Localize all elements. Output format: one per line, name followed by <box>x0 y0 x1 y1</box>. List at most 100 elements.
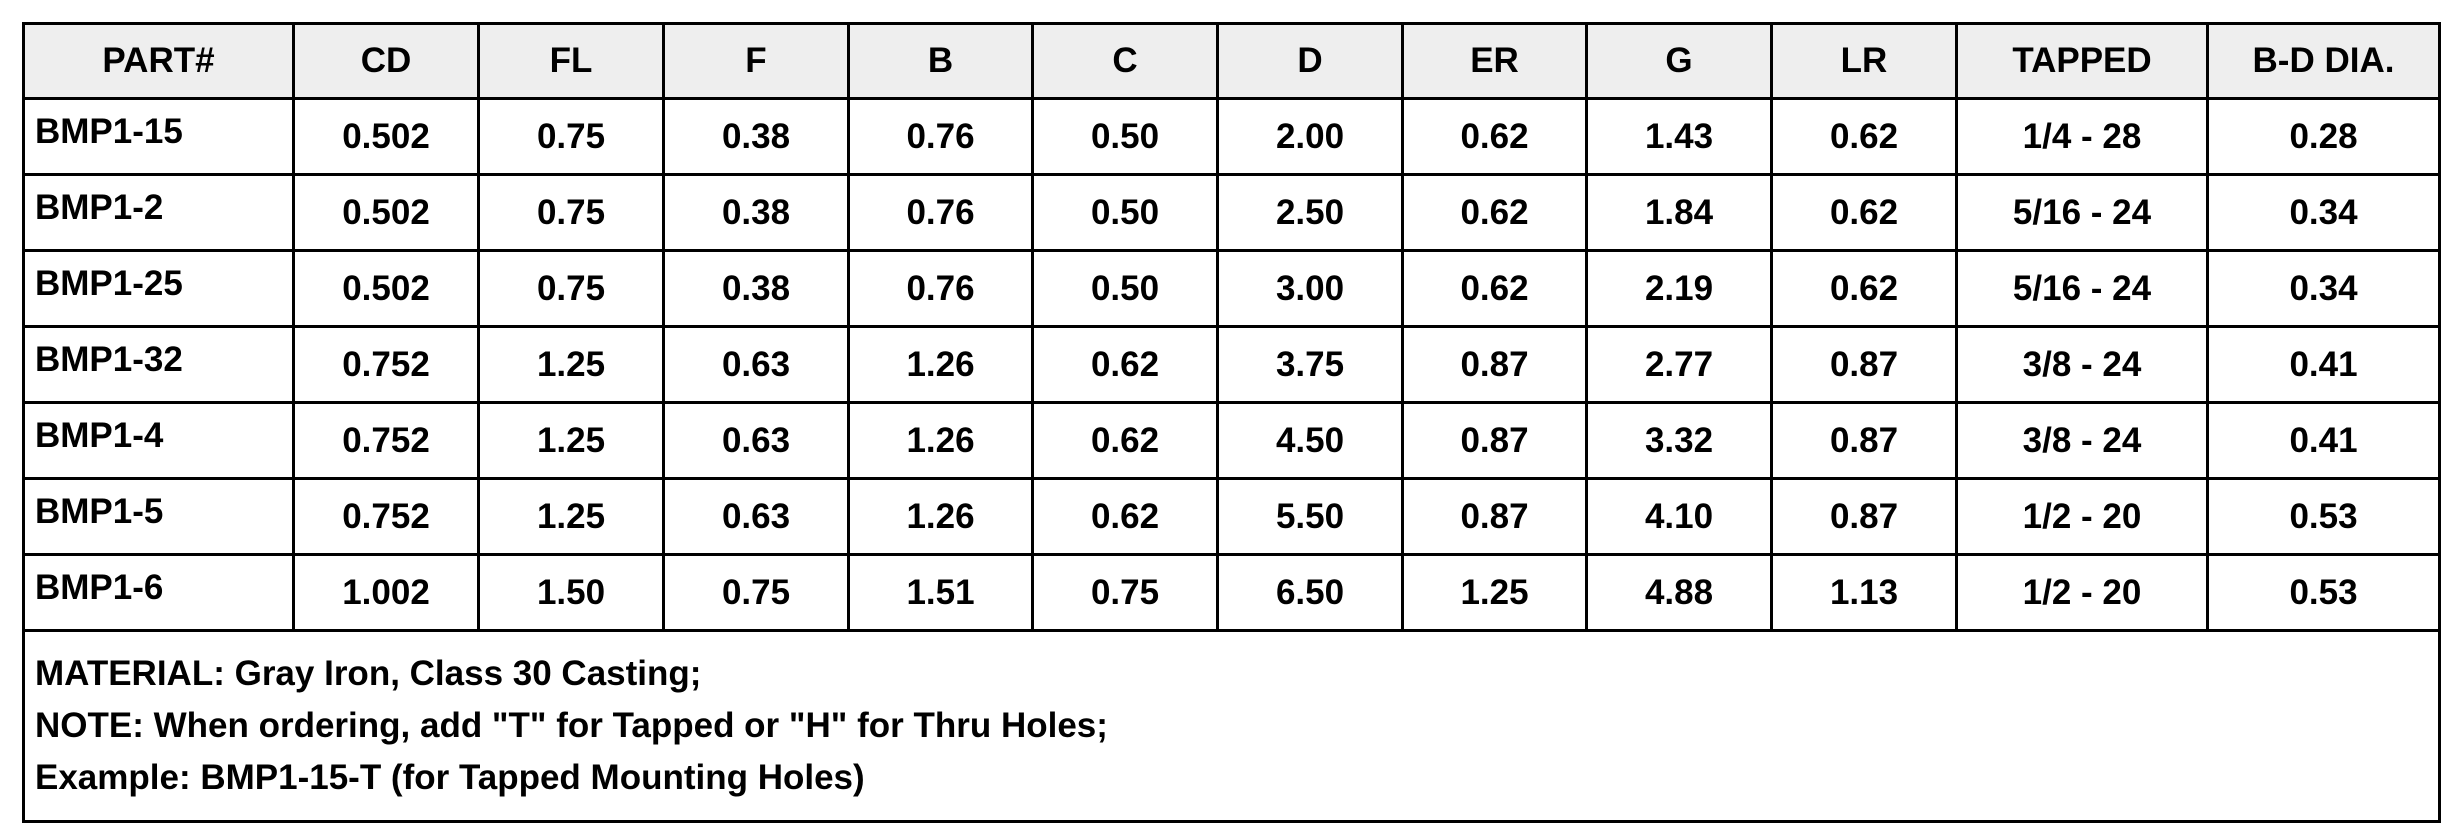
value-cell: 0.50 <box>1031 97 1219 176</box>
table-row: BMP1-4 0.752 1.25 0.63 1.26 0.62 4.50 0.87 3.32 0… <box>22 401 2441 480</box>
value-cell: 2.00 <box>1216 97 1404 176</box>
table-row: BMP1-2 0.502 0.75 0.38 0.76 0.50 2.50 0.62 1.84 0… <box>22 173 2441 252</box>
value-cell: 0.62 <box>1031 477 1219 556</box>
value-cell: 0.87 <box>1401 477 1588 556</box>
value-cell: 4.10 <box>1585 477 1773 556</box>
value-cell: 0.62 <box>1031 401 1219 480</box>
value-cell: 1.13 <box>1770 553 1958 632</box>
value-cell: 0.50 <box>1031 173 1219 252</box>
value-cell: 1.25 <box>477 401 665 480</box>
value-cell: 0.502 <box>292 249 480 328</box>
value-cell: 0.62 <box>1031 325 1219 404</box>
header-cell: F <box>662 22 850 100</box>
part-cell: BMP1-5 <box>22 477 295 556</box>
value-cell: 0.76 <box>847 173 1034 252</box>
note-line: Example: BMP1-15-T (for Tapped Mounting … <box>35 758 865 797</box>
value-cell: 0.34 <box>2206 173 2441 252</box>
value-cell: 1.51 <box>847 553 1034 632</box>
value-cell: 0.76 <box>847 249 1034 328</box>
value-cell: 0.63 <box>662 325 850 404</box>
value-cell: 2.19 <box>1585 249 1773 328</box>
part-cell: BMP1-2 <box>22 173 295 252</box>
table-row: BMP1-15 0.502 0.75 0.38 0.76 0.50 2.00 0.62 1.43… <box>22 97 2441 176</box>
value-cell: 1.25 <box>477 325 665 404</box>
header-row: PART# CD FL F B C D ER G LR TAPPED B-D DIA. <box>22 22 2441 100</box>
value-cell: 4.50 <box>1216 401 1404 480</box>
value-cell: 0.752 <box>292 401 480 480</box>
value-cell: 3.00 <box>1216 249 1404 328</box>
value-cell: 0.62 <box>1770 97 1958 176</box>
value-cell: 0.28 <box>2206 97 2441 176</box>
value-cell: 0.62 <box>1770 249 1958 328</box>
value-cell: 0.75 <box>477 173 665 252</box>
header-cell: C <box>1031 22 1219 100</box>
header-cell: FL <box>477 22 665 100</box>
header-cell: LR <box>1770 22 1958 100</box>
value-cell: 1.43 <box>1585 97 1773 176</box>
value-cell: 0.87 <box>1401 325 1588 404</box>
header-cell: G <box>1585 22 1773 100</box>
value-cell: 0.75 <box>662 553 850 632</box>
value-cell: 0.62 <box>1401 249 1588 328</box>
value-cell: 0.50 <box>1031 249 1219 328</box>
value-cell: 5.50 <box>1216 477 1404 556</box>
table-row: BMP1-25 0.502 0.75 0.38 0.76 0.50 3.00 0.62 2.19… <box>22 249 2441 328</box>
value-cell: 2.77 <box>1585 325 1773 404</box>
value-cell: 1.26 <box>847 325 1034 404</box>
value-cell: 4.88 <box>1585 553 1773 632</box>
value-cell: 0.53 <box>2206 553 2441 632</box>
value-cell: 1.26 <box>847 477 1034 556</box>
value-cell: 3/8 - 24 <box>1955 401 2209 480</box>
header-cell: TAPPED <box>1955 22 2209 100</box>
value-cell: 1/2 - 20 <box>1955 477 2209 556</box>
value-cell: 1.84 <box>1585 173 1773 252</box>
value-cell: 0.63 <box>662 401 850 480</box>
value-cell: 2.50 <box>1216 173 1404 252</box>
value-cell: 3.32 <box>1585 401 1773 480</box>
notes-cell: MATERIAL: Gray Iron, Class 30 Casting; NO… <box>22 629 2441 823</box>
value-cell: 0.87 <box>1401 401 1588 480</box>
value-cell: 0.38 <box>662 97 850 176</box>
value-cell: 1.50 <box>477 553 665 632</box>
value-cell: 0.62 <box>1401 173 1588 252</box>
header-cell: PART# <box>22 22 295 100</box>
value-cell: 0.41 <box>2206 325 2441 404</box>
table-body: BMP1-15 0.502 0.75 0.38 0.76 0.50 2.00 0.62 1.43… <box>22 97 2441 823</box>
value-cell: 0.41 <box>2206 401 2441 480</box>
value-cell: 0.87 <box>1770 325 1958 404</box>
part-cell: BMP1-4 <box>22 401 295 480</box>
value-cell: 1.26 <box>847 401 1034 480</box>
value-cell: 0.62 <box>1770 173 1958 252</box>
value-cell: 5/16 - 24 <box>1955 249 2209 328</box>
value-cell: 0.502 <box>292 173 480 252</box>
note-line: MATERIAL: Gray Iron, Class 30 Casting; <box>35 654 702 693</box>
value-cell: 0.87 <box>1770 401 1958 480</box>
value-cell: 0.75 <box>477 97 665 176</box>
part-cell: BMP1-6 <box>22 553 295 632</box>
table-row: BMP1-6 1.002 1.50 0.75 1.51 0.75 6.50 1.25 4.88 1… <box>22 553 2441 632</box>
value-cell: 3/8 - 24 <box>1955 325 2209 404</box>
value-cell: 5/16 - 24 <box>1955 173 2209 252</box>
value-cell: 0.752 <box>292 477 480 556</box>
part-cell: BMP1-15 <box>22 97 295 176</box>
note-line: NOTE: When ordering, add "T" for Tapped … <box>35 706 1108 745</box>
part-cell: BMP1-32 <box>22 325 295 404</box>
value-cell: 1/2 - 20 <box>1955 553 2209 632</box>
part-cell: BMP1-25 <box>22 249 295 328</box>
value-cell: 0.62 <box>1401 97 1588 176</box>
header-cell: B-D DIA. <box>2206 22 2441 100</box>
value-cell: 0.752 <box>292 325 480 404</box>
value-cell: 1/4 - 28 <box>1955 97 2209 176</box>
value-cell: 0.76 <box>847 97 1034 176</box>
value-cell: 0.502 <box>292 97 480 176</box>
header-cell: CD <box>292 22 480 100</box>
value-cell: 3.75 <box>1216 325 1404 404</box>
notes-row: MATERIAL: Gray Iron, Class 30 Casting; NO… <box>22 629 2441 823</box>
header-cell: B <box>847 22 1034 100</box>
value-cell: 1.25 <box>477 477 665 556</box>
value-cell: 0.53 <box>2206 477 2441 556</box>
header-cell: ER <box>1401 22 1588 100</box>
value-cell: 0.75 <box>1031 553 1219 632</box>
value-cell: 0.87 <box>1770 477 1958 556</box>
